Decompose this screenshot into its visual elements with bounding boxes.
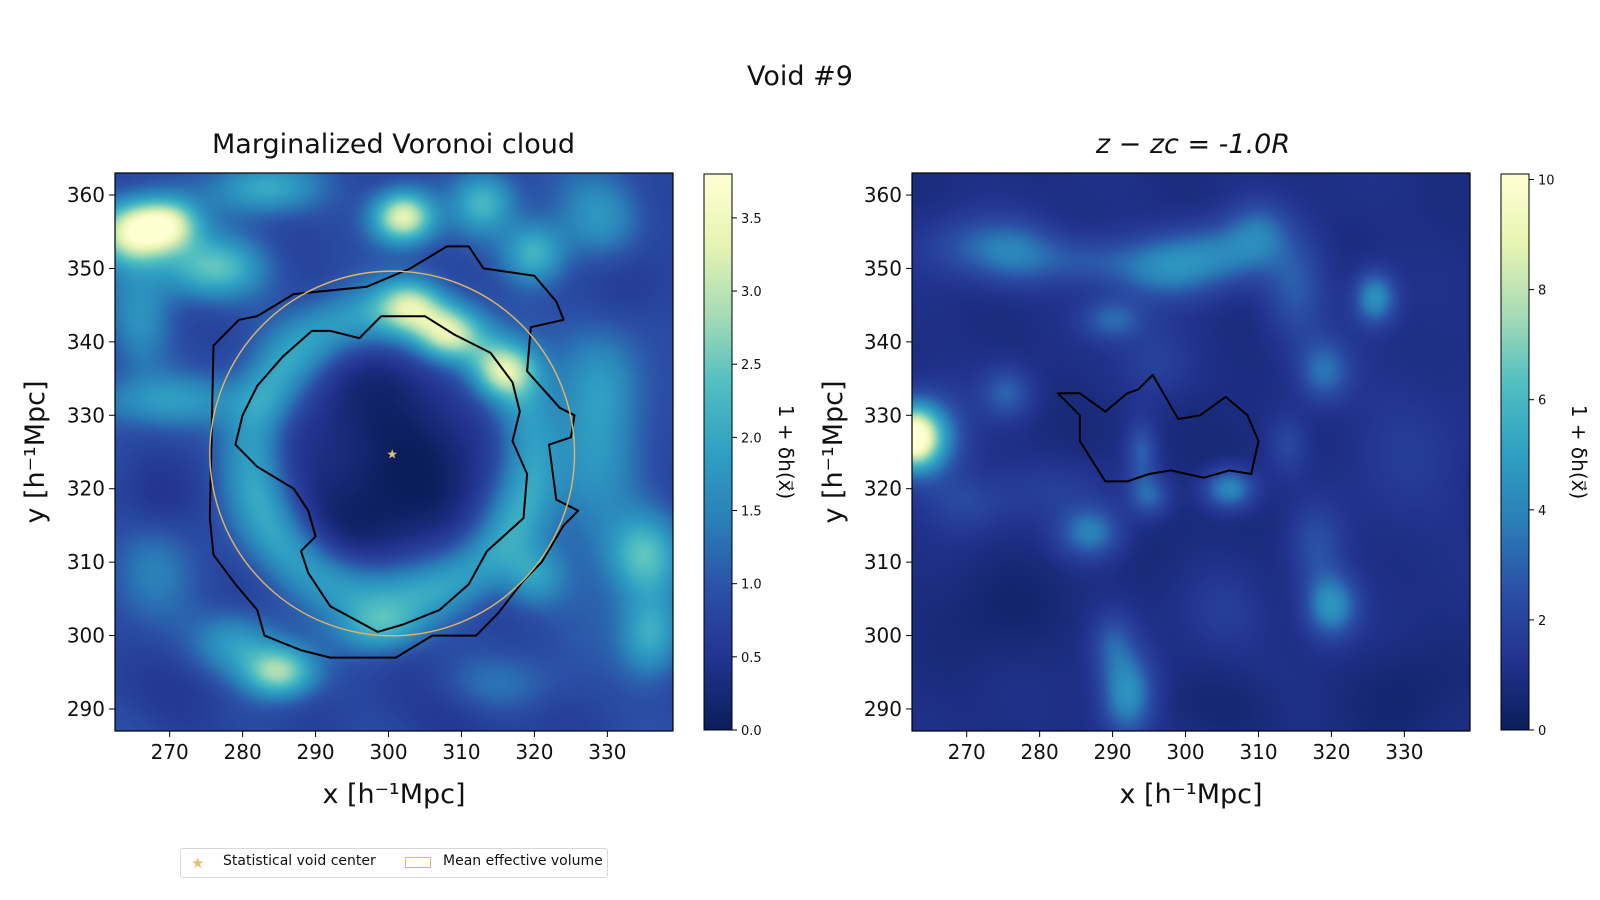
y-tick-label: 320 — [864, 477, 902, 501]
panel-slice: z − zc = -1.0R 270 280 290 300 310 320 330 290… — [818, 129, 1591, 810]
x-tick-label: 280 — [1021, 740, 1059, 764]
colorbar-tick-label: 1.5 — [741, 505, 762, 520]
x-ticks-1: 270 280 290 300 310 320 330 — [948, 731, 1423, 764]
y-tick-label: 290 — [67, 697, 105, 721]
y-axis-label-1: y [h⁻¹Mpc] — [818, 380, 849, 523]
y-axis-label-0: y [h⁻¹Mpc] — [20, 380, 51, 523]
panel-0-title: Marginalized Voronoi cloud — [212, 129, 575, 160]
y-tick-label: 310 — [67, 550, 105, 574]
colorbar-ticks-0: 0.0 0.5 1.0 1.5 2.0 2.5 3.0 3.5 — [732, 212, 762, 739]
y-ticks-1: 290 300 310 320 330 340 350 360 — [864, 183, 912, 721]
colorbar-tick-label: 2.0 — [741, 431, 762, 446]
x-axis-label-1: x [h⁻¹Mpc] — [1119, 779, 1262, 810]
colorbar-label-0: 1 + δh(x⃗) — [774, 405, 798, 500]
x-tick-label: 330 — [588, 740, 626, 764]
y-tick-label: 350 — [864, 256, 902, 280]
x-tick-label: 270 — [151, 740, 189, 764]
x-tick-label: 330 — [1385, 740, 1423, 764]
x-ticks-0: 270 280 290 300 310 320 330 — [151, 731, 626, 764]
colorbar-tick-label: 0.5 — [741, 651, 762, 666]
void-center-star-icon: ★ — [191, 854, 205, 872]
colorbar-1 — [1500, 173, 1530, 731]
colorbar-tick-label: 0 — [1538, 724, 1546, 739]
y-tick-label: 290 — [864, 697, 902, 721]
x-tick-label: 320 — [1312, 740, 1350, 764]
effective-volume-swatch-icon — [405, 857, 431, 868]
colorbar-tick-label: 6 — [1538, 394, 1546, 409]
colorbar-tick-label: 0.0 — [741, 724, 762, 739]
y-tick-label: 350 — [67, 256, 105, 280]
y-tick-label: 360 — [864, 183, 902, 207]
axes-frame-0 — [114, 172, 674, 732]
axes-frame-1 — [911, 172, 1471, 732]
colorbar-tick-label: 1.0 — [741, 578, 762, 593]
effective-volume-circle — [209, 270, 576, 637]
colorbar-0 — [703, 173, 733, 731]
legend: ★ Statistical void center Mean effective… — [180, 848, 608, 878]
x-tick-label: 310 — [442, 740, 480, 764]
colorbar-tick-label: 8 — [1538, 284, 1546, 299]
colorbar-tick-label: 4 — [1538, 504, 1546, 519]
colorbar-tick-label: 10 — [1538, 174, 1555, 189]
y-tick-label: 340 — [864, 330, 902, 354]
x-tick-label: 290 — [296, 740, 334, 764]
panel-marginalized: Marginalized Voronoi cloud ★ 270 280 290 30… — [20, 129, 798, 810]
panel-1-title: z − zc = -1.0R — [1095, 129, 1290, 160]
y-ticks-0: 290 300 310 320 330 340 350 360 — [67, 183, 115, 721]
colorbar-tick-label: 2 — [1538, 614, 1546, 629]
heatmap-1 — [912, 173, 1470, 731]
x-tick-label: 320 — [515, 740, 553, 764]
y-tick-label: 360 — [67, 183, 105, 207]
void-boundary-outer-1 — [1056, 373, 1260, 483]
colorbar-tick-label: 3.5 — [741, 212, 762, 227]
y-tick-label: 320 — [67, 477, 105, 501]
legend-volume-label: Mean effective volume — [443, 853, 603, 869]
y-tick-label: 330 — [67, 403, 105, 427]
figure-suptitle: Void #9 — [747, 61, 853, 92]
x-tick-label: 290 — [1093, 740, 1131, 764]
x-tick-label: 300 — [1166, 740, 1204, 764]
x-tick-label: 300 — [369, 740, 407, 764]
colorbar-tick-label: 3.0 — [741, 285, 762, 300]
x-tick-label: 280 — [224, 740, 262, 764]
y-tick-label: 300 — [67, 624, 105, 648]
void-boundary-inner-0 — [234, 315, 529, 633]
y-tick-label: 330 — [864, 403, 902, 427]
overlay-1 — [1056, 373, 1260, 483]
overlay-0: ★ — [208, 245, 580, 659]
x-axis-label-0: x [h⁻¹Mpc] — [322, 779, 465, 810]
y-tick-label: 310 — [864, 550, 902, 574]
x-tick-label: 270 — [948, 740, 986, 764]
colorbar-label-1: 1 + δh(x⃗) — [1567, 405, 1591, 500]
y-tick-label: 340 — [67, 330, 105, 354]
colorbar-tick-label: 2.5 — [741, 358, 762, 373]
colorbar-ticks-1: 0 2 4 6 8 10 — [1529, 174, 1555, 739]
legend-center-label: Statistical void center — [223, 853, 376, 869]
x-tick-label: 310 — [1239, 740, 1277, 764]
void-center-star: ★ — [386, 447, 398, 462]
y-tick-label: 300 — [864, 624, 902, 648]
void-boundary-outer-0 — [208, 245, 580, 659]
heatmap-0 — [115, 173, 673, 731]
